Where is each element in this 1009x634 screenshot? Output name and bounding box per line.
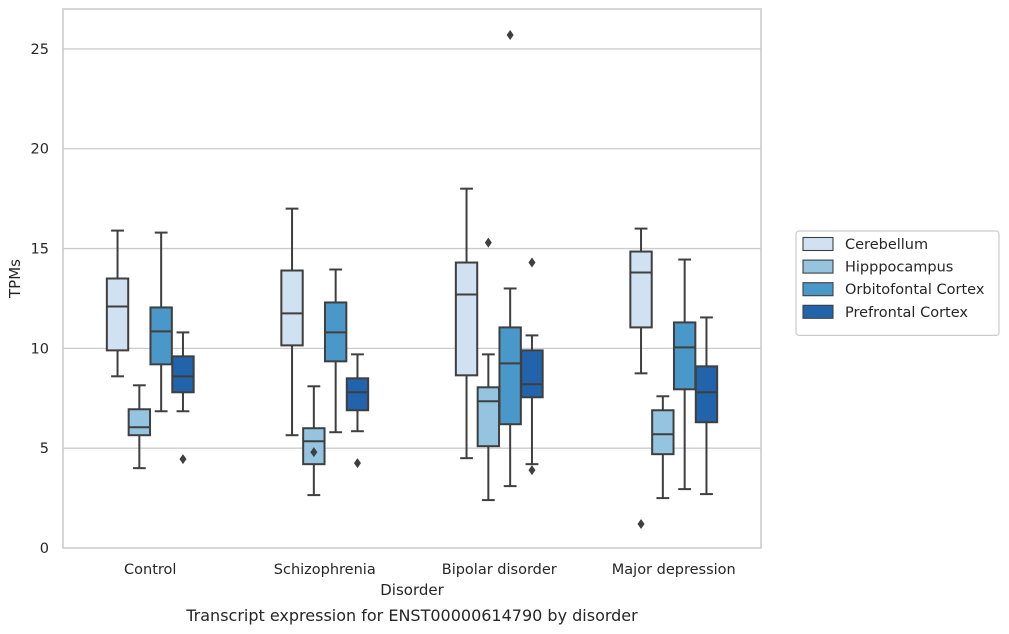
y-tick-label: 0	[40, 541, 49, 557]
box-body	[302, 427, 326, 466]
box-hipppocampus-major-depression	[651, 395, 675, 500]
box-prefrontal-cortex-schizophrenia	[345, 353, 370, 469]
box-body	[149, 306, 173, 366]
box-orbitofontal-cortex-major-depression	[672, 258, 697, 491]
box-cerebellum-major-depression	[629, 227, 653, 530]
legend-swatch	[802, 304, 834, 319]
legend-item-cerebellum: Cerebellum	[802, 236, 928, 253]
box-hipppocampus-control	[127, 384, 152, 470]
y-axis-title: TPMs	[6, 259, 24, 299]
outlier-point	[484, 237, 492, 248]
y-tick-label: 10	[31, 341, 49, 357]
x-tick-label-control: Control	[124, 562, 176, 578]
outlier-point	[637, 519, 645, 530]
x-tick-label-bipolar-disorder: Bipolar disorder	[442, 562, 557, 578]
box-body	[629, 250, 653, 329]
box-prefrontal-cortex-major-depression	[694, 316, 719, 496]
box-body	[498, 326, 522, 426]
y-axis-ticks: 0 5 10 15 20 25	[31, 42, 49, 557]
box-body	[280, 269, 304, 347]
box-body	[520, 349, 544, 399]
box-orbitofontal-cortex-control	[149, 231, 173, 413]
box-prefrontal-cortex-control	[171, 331, 195, 465]
legend-swatch	[802, 282, 834, 297]
box-hipppocampus-schizophrenia	[302, 385, 326, 497]
legend-label: Hipppocampus	[845, 260, 953, 276]
outlier-point	[506, 29, 514, 40]
box-cerebellum-schizophrenia	[280, 207, 304, 437]
legend-item-orbitofontal-cortex: Orbitofontal Cortex	[802, 282, 985, 298]
box-orbitofontal-cortex-schizophrenia	[323, 268, 348, 434]
box-orbitofontal-cortex-bipolar-disorder	[498, 29, 522, 488]
grid-lines	[63, 48, 761, 449]
plot-frame	[62, 8, 762, 549]
y-tick-label: 5	[40, 441, 49, 457]
x-tick-label-major-depression: Major depression	[612, 562, 736, 578]
series-orbitofontal-cortex	[149, 29, 697, 491]
series-hipppocampus	[127, 237, 675, 502]
box-body	[105, 277, 130, 352]
figure-caption: Transcript expression for ENST0000061479…	[186, 606, 638, 625]
x-axis-ticks: Control Schizophrenia Bipolar disorder Majo…	[124, 562, 736, 578]
box-body	[651, 409, 675, 456]
box-body	[345, 377, 370, 412]
outlier-point	[528, 465, 536, 476]
box-prefrontal-cortex-bipolar-disorder	[520, 257, 544, 476]
box-body	[672, 321, 697, 391]
box-body	[171, 355, 195, 394]
outlier-point	[528, 257, 536, 268]
box-body	[476, 386, 501, 448]
series-prefrontal-cortex	[171, 257, 719, 496]
outlier-point	[353, 458, 361, 469]
legend: Cerebellum Hipppocampus Orbitofontal Corte…	[795, 230, 1000, 337]
box-hipppocampus-bipolar-disorder	[476, 237, 501, 502]
legend-label: Orbitofontal Cortex	[845, 282, 985, 298]
y-tick-label: 25	[31, 42, 49, 58]
box-body	[454, 261, 479, 377]
box-body	[694, 365, 719, 424]
box-body	[127, 408, 152, 437]
legend-label: Prefrontal Cortex	[845, 305, 968, 321]
legend-frame	[795, 230, 1000, 337]
series-cerebellum	[105, 187, 653, 530]
x-axis-title: Disorder	[380, 581, 444, 599]
y-tick-label: 20	[31, 142, 49, 158]
box-cerebellum-control	[105, 229, 130, 378]
legend-item-prefrontal-cortex: Prefrontal Cortex	[802, 304, 968, 321]
y-tick-label: 15	[31, 242, 49, 258]
outlier-point	[179, 454, 187, 465]
legend-label: Cerebellum	[845, 237, 928, 253]
legend-item-hipppocampus: Hipppocampus	[802, 259, 953, 276]
box-cerebellum-bipolar-disorder	[454, 187, 479, 460]
legend-swatch	[802, 259, 834, 274]
outlier-point	[310, 447, 318, 458]
x-tick-label-schizophrenia: Schizophrenia	[274, 562, 376, 578]
box-series-layer	[105, 29, 719, 530]
legend-swatch	[802, 236, 834, 252]
